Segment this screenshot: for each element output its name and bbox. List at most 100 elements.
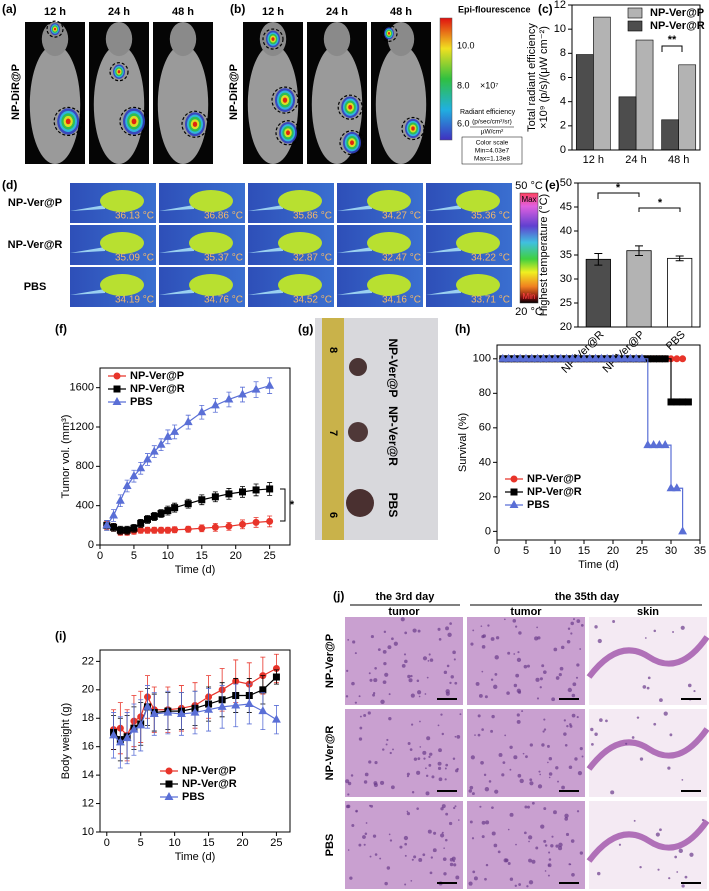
nucleus bbox=[555, 766, 559, 770]
marker bbox=[637, 353, 647, 362]
nucleus bbox=[639, 865, 642, 869]
marker bbox=[110, 523, 118, 531]
y-tick-label: 400 bbox=[76, 500, 94, 512]
marker bbox=[217, 701, 227, 710]
nucleus bbox=[553, 647, 558, 652]
nucleus bbox=[454, 681, 458, 685]
roi bbox=[119, 106, 149, 137]
marker bbox=[550, 353, 560, 362]
nucleus bbox=[681, 779, 684, 781]
marker bbox=[113, 385, 121, 393]
marker bbox=[231, 700, 241, 709]
significance-bracket bbox=[280, 488, 286, 522]
x-tick-label: 15 bbox=[578, 545, 590, 557]
nucleus bbox=[454, 805, 457, 808]
nucleus bbox=[577, 770, 583, 776]
marker bbox=[238, 389, 247, 398]
signal bbox=[271, 37, 275, 41]
bar bbox=[585, 258, 611, 328]
signal bbox=[286, 130, 290, 136]
nucleus bbox=[667, 766, 671, 770]
nucleus bbox=[404, 854, 407, 857]
nucleus bbox=[352, 640, 356, 644]
marker bbox=[184, 525, 192, 533]
nucleus bbox=[483, 773, 487, 777]
thermal-tail bbox=[426, 247, 461, 253]
nucleus bbox=[631, 736, 635, 739]
nucleus bbox=[528, 858, 532, 863]
thermal-mouse bbox=[367, 274, 411, 296]
marker bbox=[176, 708, 186, 717]
thermal-tail bbox=[70, 205, 105, 211]
nucleus bbox=[494, 655, 499, 660]
marker bbox=[136, 463, 146, 472]
marker bbox=[123, 526, 131, 534]
nucleus bbox=[368, 760, 372, 764]
marker bbox=[556, 353, 566, 362]
marker bbox=[163, 431, 173, 440]
nucleus bbox=[441, 732, 445, 736]
legend-label: NP-Ver@P bbox=[182, 765, 236, 777]
thermal-tail bbox=[159, 247, 194, 253]
nucleus bbox=[498, 752, 503, 757]
nucleus bbox=[639, 757, 644, 761]
nucleus bbox=[428, 755, 431, 759]
nucleus bbox=[551, 697, 556, 702]
annotation: * bbox=[658, 197, 663, 209]
time-label: 12 h bbox=[262, 6, 284, 18]
marker bbox=[184, 500, 192, 508]
scale-max: Max=1.13e8 bbox=[474, 156, 510, 163]
marker bbox=[102, 520, 112, 529]
x-tick-label: 5 bbox=[523, 545, 529, 557]
x-tick-label: NP-Ver@R bbox=[559, 329, 606, 376]
marker bbox=[660, 440, 670, 449]
marker bbox=[509, 353, 519, 362]
bar bbox=[661, 119, 679, 151]
y-tick-label: 1600 bbox=[70, 382, 94, 394]
nucleus bbox=[548, 776, 551, 779]
colorbar-tick: 8.0 bbox=[457, 80, 470, 90]
temperature: 32.47 °C bbox=[382, 253, 421, 264]
scale-min: Min=4.03e7 bbox=[475, 148, 510, 155]
marker bbox=[165, 767, 173, 775]
marker bbox=[225, 490, 233, 498]
nucleus bbox=[373, 678, 378, 683]
marker bbox=[266, 517, 274, 525]
nucleus bbox=[517, 651, 520, 654]
nucleus bbox=[672, 631, 675, 633]
nucleus bbox=[469, 785, 474, 790]
nucleus bbox=[393, 641, 398, 646]
x-tick-label: 25 bbox=[270, 837, 282, 849]
y-tick-label: 22 bbox=[82, 655, 94, 667]
nucleus bbox=[427, 829, 432, 834]
y-tick-label: 25 bbox=[560, 297, 572, 309]
row-label: NP-Ver@P bbox=[8, 197, 62, 209]
nucleus bbox=[448, 821, 453, 826]
marker bbox=[258, 706, 268, 715]
x-axis-label: Time (d) bbox=[175, 851, 216, 863]
nucleus bbox=[504, 618, 506, 621]
nucleus bbox=[438, 777, 443, 782]
nucleus bbox=[426, 736, 431, 741]
thermal-mouse bbox=[278, 274, 322, 296]
marker bbox=[654, 440, 664, 449]
nucleus bbox=[445, 812, 449, 816]
nucleus bbox=[428, 653, 431, 656]
nucleus bbox=[481, 820, 486, 825]
colorbar bbox=[439, 17, 453, 141]
nucleus bbox=[419, 746, 422, 748]
nucleus bbox=[438, 748, 442, 753]
sample-label: NP-Ver@P bbox=[386, 338, 400, 397]
marker bbox=[144, 515, 151, 523]
error-bar bbox=[635, 245, 643, 256]
nucleus bbox=[431, 775, 435, 779]
thermal-tail bbox=[159, 205, 194, 211]
nucleus bbox=[403, 653, 407, 656]
nucleus bbox=[534, 636, 539, 641]
marker bbox=[171, 504, 179, 512]
x-tick-label: 24 h bbox=[625, 154, 646, 166]
nucleus bbox=[349, 876, 353, 880]
thermal-tail bbox=[426, 289, 461, 295]
y-axis-label: ×10⁹ (p/s)/(μW cm⁻²) bbox=[538, 26, 550, 129]
nucleus bbox=[599, 718, 603, 722]
